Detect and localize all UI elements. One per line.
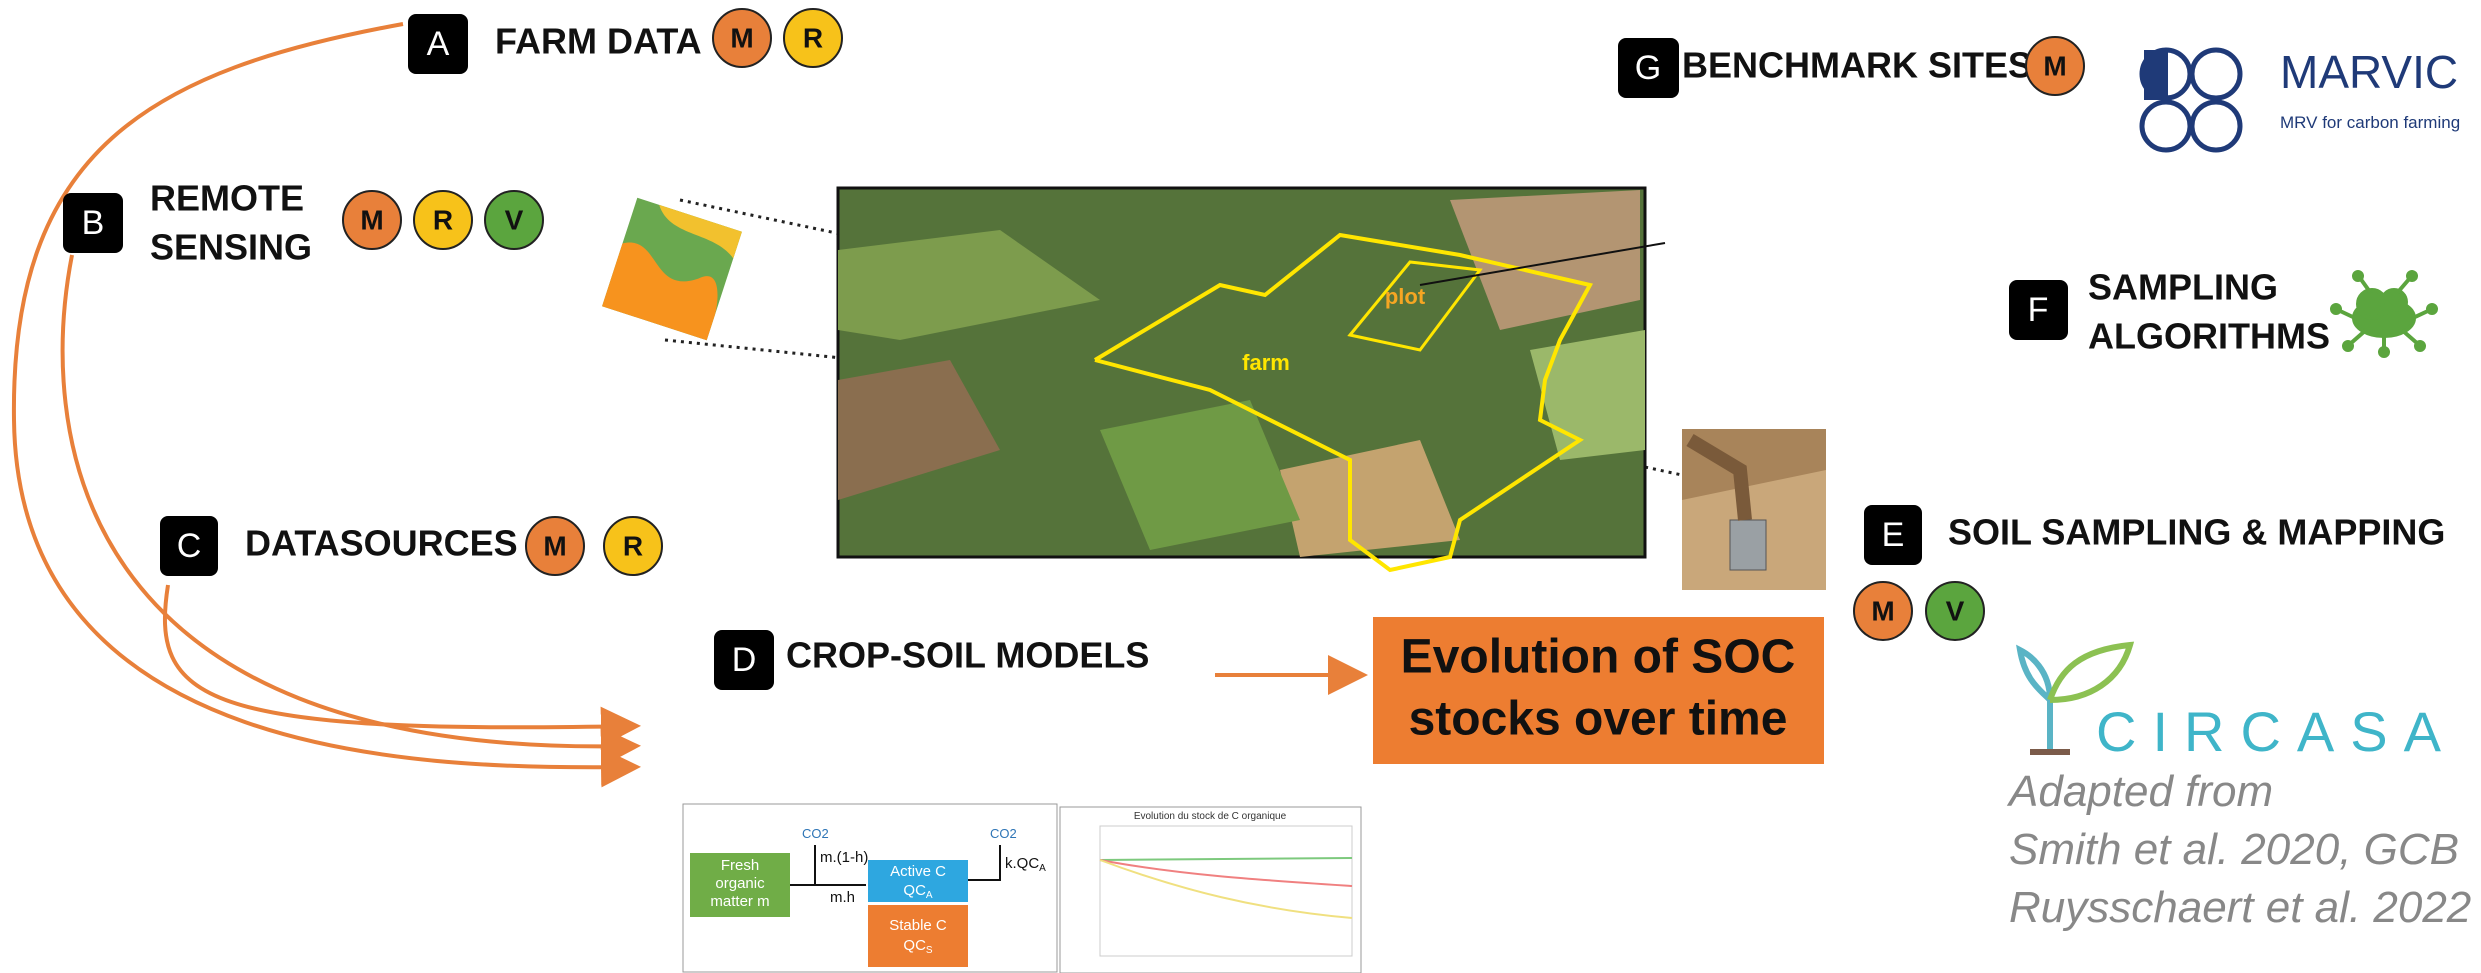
node-label: ALGORITHMS <box>2088 316 2330 357</box>
logo-name: MARVIC <box>2280 46 2458 98</box>
node-label: BENCHMARK SITES <box>1682 45 2032 86</box>
badge: R <box>803 22 823 53</box>
badge: R <box>623 530 643 561</box>
node-label: SOIL SAMPLING & MAPPING <box>1948 512 2445 553</box>
node-g: G BENCHMARK SITES M <box>1618 37 2084 98</box>
model-text: Active C <box>890 863 946 880</box>
node-label: CROP-SOIL MODELS <box>786 635 1149 676</box>
credit: Ruysschaert et al. 2022 <box>2009 883 2471 932</box>
model-text: S <box>926 945 933 956</box>
model-text: k.QC <box>1005 855 1039 872</box>
photo-label: plot <box>1385 284 1426 309</box>
badge: R <box>433 204 453 235</box>
node-letter: B <box>82 204 105 242</box>
model-chart: Evolution du stock de C organique <box>1060 807 1361 973</box>
model-text: QC <box>903 937 926 954</box>
node-label: SENSING <box>150 227 312 268</box>
model-chart-title: Evolution du stock de C organique <box>1134 811 1287 822</box>
node-d: D CROP-SOIL MODELS <box>714 630 1149 690</box>
model-text: CO2 <box>990 826 1017 841</box>
sensing-thumbnail <box>602 198 742 340</box>
node-label: DATASOURCES <box>245 523 518 564</box>
node-letter: E <box>1882 516 1905 554</box>
node-label: FARM DATA <box>495 21 702 62</box>
model-text: m.h <box>830 889 855 906</box>
node-letter: G <box>1635 49 1661 87</box>
circasa-logo: CIRCASA <box>2020 645 2457 763</box>
badge: M <box>543 530 566 561</box>
node-label: REMOTE <box>150 178 304 219</box>
soil-photo <box>1682 429 1826 590</box>
model-diagram: Fresh organic matter m Active C QCA Stab… <box>683 804 1057 972</box>
aerial-photo: farm plot <box>838 188 1665 570</box>
node-letter: A <box>427 25 450 63</box>
node-c: C DATASOURCES M R <box>160 516 662 576</box>
logo-name: CIRCASA <box>2096 700 2457 763</box>
model-text: organic <box>715 875 765 892</box>
photo-label: farm <box>1242 350 1290 375</box>
logo-tagline: MRV for carbon farming <box>2280 113 2460 132</box>
badge: M <box>1871 595 1894 626</box>
model-text: Fresh <box>721 857 759 874</box>
node-letter: C <box>177 527 202 565</box>
model-text: CO2 <box>802 826 829 841</box>
badge: M <box>2043 50 2066 81</box>
model-text: Stable C <box>889 917 947 934</box>
model-text: A <box>1039 863 1046 874</box>
badge: M <box>730 22 753 53</box>
node-a: A FARM DATA M R <box>408 9 842 74</box>
node-letter: F <box>2028 291 2049 329</box>
node-b: B REMOTE SENSING M R V <box>63 178 543 268</box>
credit: Adapted from <box>2006 767 2273 816</box>
marvic-logo: MARVIC MRV for carbon farming <box>2142 46 2460 150</box>
node-f: F SAMPLING ALGORITHMS <box>2009 267 2436 357</box>
output-text: Evolution of SOC <box>1401 631 1796 684</box>
output-box: Evolution of SOC stocks over time <box>1373 617 1824 764</box>
node-e: E SOIL SAMPLING & MAPPING M V <box>1854 505 2445 640</box>
badge: V <box>505 204 524 235</box>
model-text: m.(1-h) <box>820 849 868 866</box>
node-label: SAMPLING <box>2088 267 2278 308</box>
model-text: matter m <box>710 893 769 910</box>
output-text: stocks over time <box>1409 693 1788 746</box>
algorithm-icon <box>2332 272 2436 356</box>
page: A FARM DATA M R B REMOTE SENSING M R V C… <box>0 0 2481 973</box>
node-letter: D <box>732 641 757 679</box>
model-text: QC <box>903 882 926 899</box>
badge: M <box>360 204 383 235</box>
credit: Smith et al. 2020, GCB <box>2009 825 2459 874</box>
model-text: A <box>926 890 933 901</box>
badge: V <box>1946 595 1965 626</box>
